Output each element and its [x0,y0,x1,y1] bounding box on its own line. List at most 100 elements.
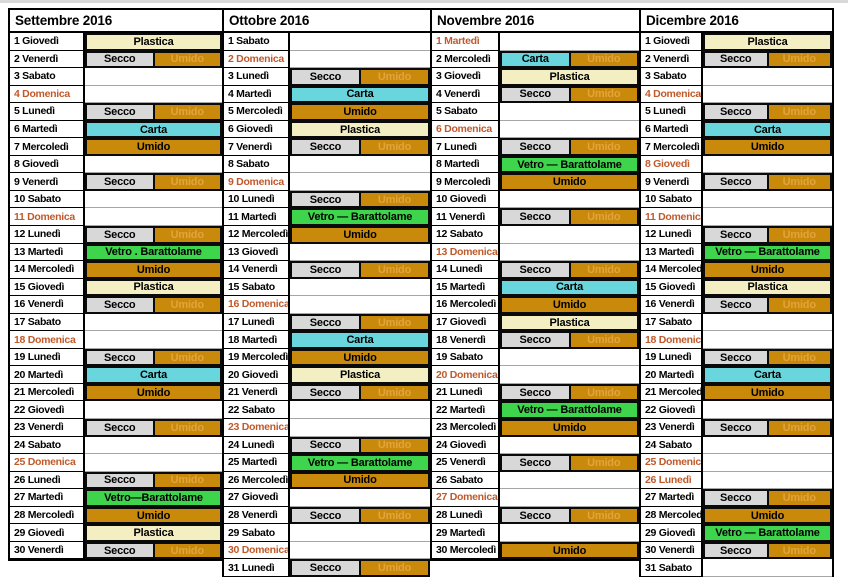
waste-cell-plastica: Plastica [85,33,222,51]
collection-slot [85,454,222,472]
day-label: 26 Lunedì [10,471,85,490]
waste-cell-secco: Secco [290,559,360,577]
waste-cell-secco: Secco [290,68,360,86]
collection-slot: Secco Umido [85,419,222,437]
day-row: 6 Giovedì Plastica [224,120,430,139]
day-row: 27 Martedì Secco Umido [641,489,832,507]
waste-cell-secco: Secco [500,208,570,227]
empty-slot [703,401,832,420]
day-label: 6 Martedì [641,120,703,139]
waste-cell-secco: Secco [703,173,768,191]
collection-slot: Secco Umido [703,103,832,121]
day-row: 9 Venerdì Secco Umido [10,173,222,191]
collection-slot [703,313,832,332]
waste-cell-secco: Secco [500,454,570,472]
collection-slot [500,103,639,121]
waste-cell-umido: Umido [153,348,222,367]
day-label: 24 Sabato [10,436,85,455]
empty-slot [500,103,639,121]
collection-slot: Plastica [500,313,639,332]
collection-slot [85,190,222,209]
waste-cell-secco: Secco [500,261,570,279]
waste-cell-umido: Umido [703,261,832,279]
day-row: 17 Sabato [641,313,832,332]
waste-cell-umido: Umido [360,138,430,156]
collection-slot: Vetro — Barattolame [500,401,639,420]
day-row: 7 Mercoledì Umido [10,138,222,156]
day-row: 20 Giovedì Plastica [224,366,430,384]
day-label: 19 Lunedì [641,348,703,367]
day-label: 28 Mercoledì [641,506,703,525]
waste-cell-secco: Secco [290,261,360,279]
day-label: 10 Sabato [10,190,85,209]
empty-slot [703,313,832,332]
day-label: 26 Mercoledì [224,471,290,490]
day-label: 24 Sabato [641,436,703,455]
month-column: Novembre 2016 1 Martedì 2 Mercoledì Carta Um… [430,8,639,562]
day-row: 18 Domenica [641,331,832,349]
waste-cell-secco: Secco [703,226,768,244]
empty-slot [500,33,639,51]
day-label: 10 Sabato [641,190,703,209]
collection-slot: Carta [703,120,832,139]
day-label: 9 Venerdì [641,173,703,191]
day-label: 30 Mercoledì [432,541,500,560]
waste-cell-umido: Umido [569,454,639,472]
collection-slot: Secco Umido [500,331,639,349]
day-row: 3 Sabato [10,68,222,86]
collection-slot [290,296,430,314]
collection-slot: Secco Umido [85,296,222,314]
day-label: 8 Giovedì [10,155,85,174]
day-row: 11 Domenica [10,208,222,227]
collection-slot [290,489,430,507]
day-row: 20 Martedì Carta [641,366,832,384]
day-row: 3 Giovedì Plastica [432,68,639,86]
day-label: 21 Mercoledì [641,383,703,402]
waste-cell-umido: Umido [85,138,222,156]
waste-cell-secco: Secco [290,313,360,332]
collection-slot: Secco Umido [85,541,222,560]
waste-cell-umido: Umido [360,506,430,525]
empty-slot [500,436,639,455]
waste-cell-secco: Secco [85,103,154,121]
day-label: 3 Sabato [641,68,703,86]
day-row: 4 Martedì Carta [224,85,430,104]
day-row: 13 Giovedì [224,243,430,262]
waste-cell-umido: Umido [767,541,832,560]
empty-slot [500,120,639,139]
empty-slot [500,366,639,384]
day-row: 12 Mercoledì Umido [224,226,430,244]
day-row: 14 Lunedì Secco Umido [432,261,639,279]
day-row: 2 Venerdì Secco Umido [641,50,832,69]
waste-cell-umido: Umido [569,506,639,525]
collection-slot: Secco Umido [703,173,832,191]
day-row: 17 Lunedì Secco Umido [224,313,430,332]
day-label: 6 Giovedì [224,120,290,139]
day-row: 22 Giovedì [10,401,222,420]
waste-cell-vetro: Vetro — Barattolame [500,155,639,174]
day-label: 8 Martedì [432,155,500,174]
day-row: 2 Venerdì Secco Umido [10,50,222,69]
day-label: 5 Sabato [432,103,500,121]
waste-cell-carta: Carta [85,366,222,384]
empty-slot [85,401,222,420]
collection-slot: Vetro — Barattolame [500,155,639,174]
collection-slot [85,155,222,174]
empty-slot [85,190,222,209]
day-label: 12 Mercoledì [224,226,290,244]
day-row: 18 Domenica [10,331,222,349]
waste-cell-umido: Umido [569,261,639,279]
empty-slot [290,50,430,69]
empty-slot [85,454,222,472]
day-label: 26 Sabato [432,471,500,490]
day-label: 11 Martedì [224,208,290,227]
day-label: 1 Sabato [224,33,290,51]
day-row: 7 Lunedì Secco Umido [432,138,639,156]
collection-slot [703,436,832,455]
month-header: Settembre 2016 [10,10,222,33]
day-row: 19 Sabato [432,348,639,367]
empty-slot [703,190,832,209]
day-row: 28 Lunedì Secco Umido [432,506,639,525]
month-header: Ottobre 2016 [224,10,430,33]
day-label: 25 Venerdì [432,454,500,472]
